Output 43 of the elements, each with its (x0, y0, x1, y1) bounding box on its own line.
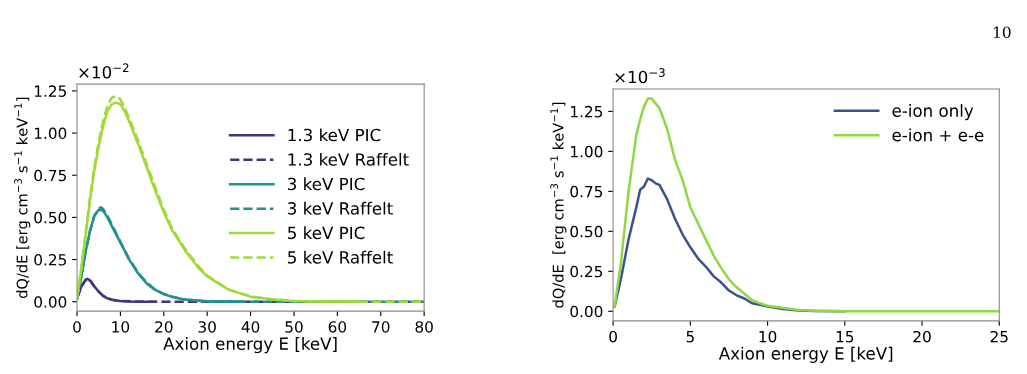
text: ×10$^{−3}$ (615, 68, 665, 84)
x-tick-label: 40 (241, 321, 260, 333)
x-tick-label: 10 (759, 330, 777, 343)
y-tick-label: 1.00 (34, 127, 67, 140)
y-tick-label: 0.50 (570, 225, 603, 238)
x-tick-label: 50 (285, 321, 303, 333)
x-tick-label: 15 (836, 331, 854, 343)
legend-label: 3 keV PIC (288, 177, 365, 191)
y-tick-label: 0.50 (34, 211, 67, 224)
x-tick-label: 30 (198, 321, 216, 333)
y-tick-label: 0.00 (34, 296, 67, 308)
legend-label: 1.3 keV Raffelt (288, 152, 409, 166)
y-tick-label: 0.00 (570, 305, 603, 318)
legend-label: 3 keV Raffelt (288, 201, 393, 215)
legend-label: e-ion + e-e (892, 128, 984, 142)
x-axis-title: Axion energy E [keV] (718, 346, 893, 363)
x-tick-label: 60 (328, 321, 347, 333)
x-axis-title: Axion energy E [keV] (163, 337, 337, 354)
x-tick-label: 5 (686, 331, 694, 343)
legend-label: 1.3 keV PIC (288, 128, 381, 142)
x-tick-label: 70 (372, 321, 390, 333)
x-tick-label: 0 (73, 321, 81, 333)
line-series (613, 97, 1000, 313)
x-tick-label: 10 (112, 321, 130, 333)
legend-label: 5 keV Raffelt (288, 250, 393, 264)
x-tick-label: 20 (913, 330, 931, 343)
y-axis-title: dQ/dE [erg cm$^{−3}$ s$^{−1}$ keV$^{−1}$] (550, 102, 567, 308)
x-tick-label: 20 (155, 321, 173, 333)
y-tick-label: 1.25 (34, 85, 66, 97)
x-tick-label: 80 (415, 321, 433, 333)
y-tick-label: 1.25 (571, 105, 603, 118)
y-tick-label: 0.25 (570, 265, 603, 278)
x-tick-label: 0 (609, 330, 617, 343)
y-tick-label: 0.75 (570, 185, 603, 198)
text: 10 (994, 26, 1011, 39)
y-axis-title: dQ/dE [erg cm$^{−3}$ s$^{−1}$ keV$^{−1}$] (14, 97, 31, 298)
y-tick-label: 0.25 (34, 254, 66, 266)
legend-label: 5 keV PIC (288, 226, 365, 240)
y-tick-label: 0.75 (34, 169, 66, 182)
x-tick-label: 25 (990, 330, 1008, 343)
y-tick-label: 1.00 (571, 145, 603, 158)
legend-label: e-ion only (892, 104, 974, 121)
text: ×10$^{−2}$ (79, 63, 129, 79)
